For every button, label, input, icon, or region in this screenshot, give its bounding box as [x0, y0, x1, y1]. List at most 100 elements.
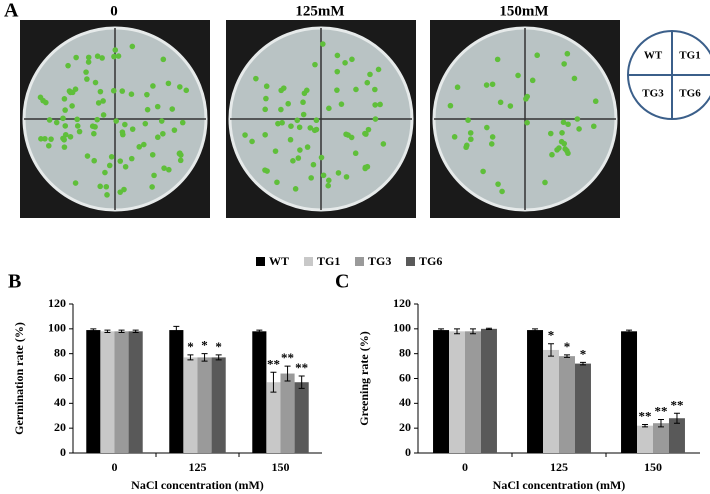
key-label: TG3	[642, 88, 664, 100]
x-tick-label: 125	[189, 460, 207, 474]
seedling	[183, 87, 190, 94]
seedling	[160, 56, 167, 63]
seedling	[165, 80, 172, 87]
seedling	[129, 126, 136, 132]
x-tick-label: 125	[550, 460, 568, 474]
legend-label: TG3	[368, 254, 391, 268]
bar	[449, 331, 465, 453]
seedling	[342, 60, 348, 66]
legend-swatch	[355, 257, 364, 266]
seedling	[177, 157, 184, 164]
seedling	[480, 168, 486, 175]
seedling	[499, 188, 505, 195]
seedling	[160, 130, 166, 137]
bar	[280, 373, 295, 453]
error-bar	[626, 329, 633, 334]
seedling	[263, 83, 270, 90]
seedling	[296, 124, 303, 131]
seedling	[85, 54, 92, 61]
error-bar	[187, 354, 194, 361]
bar	[294, 382, 309, 453]
seedling	[292, 186, 299, 192]
seedling	[524, 119, 530, 126]
seedling	[53, 119, 60, 126]
seedling	[325, 182, 332, 189]
seedling	[84, 153, 91, 159]
seedling	[495, 181, 501, 187]
error-bar	[548, 343, 555, 357]
error-bar	[469, 328, 476, 335]
seedling	[69, 103, 75, 109]
seedling	[571, 75, 578, 82]
seedling	[37, 94, 44, 101]
seedling	[278, 106, 284, 113]
significance: **	[639, 408, 652, 423]
seedling	[310, 161, 317, 168]
seedling	[326, 105, 332, 112]
error-bar	[485, 327, 492, 330]
seedling	[111, 53, 117, 60]
bar	[480, 328, 497, 453]
seedling	[349, 56, 355, 63]
seedling	[84, 76, 90, 82]
bar	[637, 425, 653, 453]
seedling	[149, 151, 156, 158]
seedling	[113, 118, 119, 124]
seedling	[141, 141, 147, 148]
seedling	[97, 88, 104, 95]
bar	[527, 330, 544, 453]
significance: **	[281, 350, 294, 365]
plate-title: 150mM	[499, 3, 548, 19]
seedling	[534, 52, 540, 59]
seedling	[592, 98, 599, 105]
seedling	[92, 79, 99, 86]
error-bar	[132, 329, 139, 334]
seedling	[564, 50, 571, 57]
seedling	[99, 55, 105, 61]
seedling	[177, 84, 183, 90]
y-tick-label: 60	[54, 370, 66, 384]
seedling	[264, 168, 270, 174]
seedling	[320, 41, 326, 47]
significance: **	[670, 397, 683, 412]
y-tick-label: 100	[393, 321, 411, 335]
seedling	[507, 103, 514, 109]
seedling	[451, 134, 458, 140]
seedling	[61, 144, 68, 150]
seedling	[515, 72, 521, 79]
seedling	[48, 136, 54, 142]
x-tick-label: 0	[462, 460, 468, 474]
error-bar	[104, 329, 111, 334]
bar	[465, 331, 481, 453]
seedling	[547, 130, 554, 137]
seedling	[72, 180, 79, 186]
legend-swatch	[256, 257, 265, 266]
seedling	[367, 71, 373, 78]
seedling	[46, 117, 53, 123]
seedling	[97, 183, 104, 190]
error-bar	[90, 328, 97, 332]
bar	[114, 331, 129, 453]
seedling	[447, 102, 454, 109]
seedling	[122, 121, 128, 128]
seedling	[110, 87, 117, 94]
panel-label: A	[4, 0, 19, 22]
seedling	[559, 130, 565, 136]
panel-label: C	[335, 271, 349, 293]
seedling	[365, 126, 372, 133]
seedling	[372, 102, 378, 108]
bar	[559, 356, 575, 453]
seedling	[166, 166, 172, 173]
seedling	[62, 107, 68, 113]
bar	[252, 331, 267, 453]
seedling	[263, 95, 269, 102]
error-bar	[579, 361, 586, 366]
seedling	[338, 101, 345, 107]
seedling	[91, 130, 97, 137]
plates	[20, 20, 620, 218]
seedling	[488, 141, 495, 147]
significance: *	[580, 346, 587, 361]
seedling	[297, 147, 303, 153]
seedling	[129, 43, 136, 50]
